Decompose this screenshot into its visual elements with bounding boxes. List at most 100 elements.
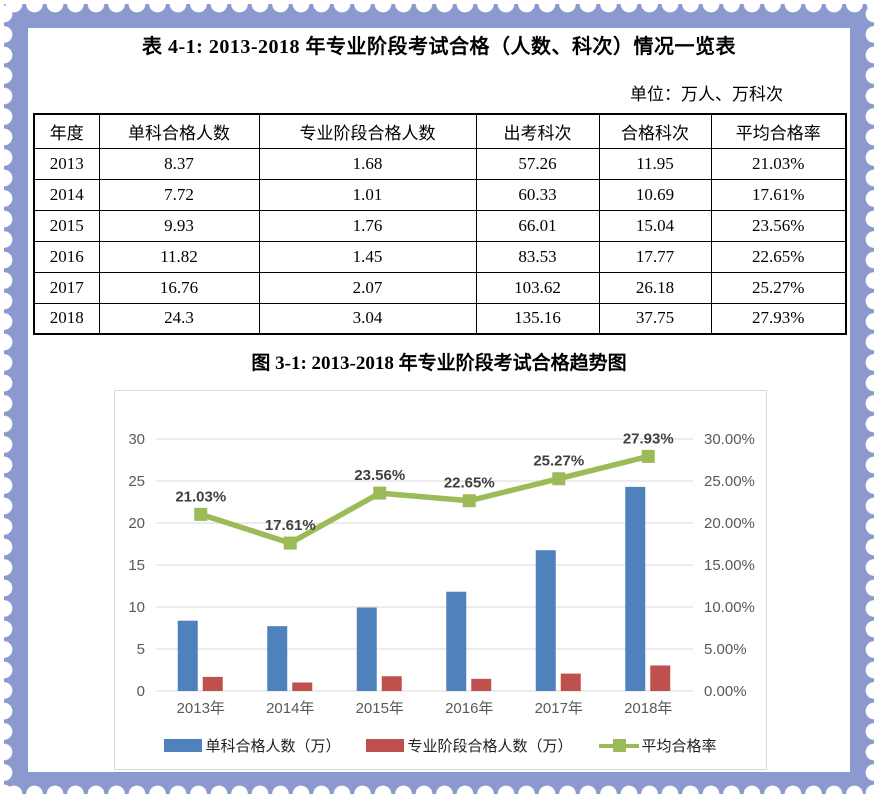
legend-bar-swatch-icon xyxy=(366,738,405,752)
table-cell: 22.65% xyxy=(710,240,847,273)
pass-rate-data-label: 17.61% xyxy=(265,517,316,534)
table-row: 2015 9.93 1.76 66.01 15.04 23.56% xyxy=(33,209,847,242)
table-header-cell: 年度 xyxy=(33,113,100,149)
line-marker xyxy=(641,449,655,463)
x-axis-label: 2018年 xyxy=(624,700,672,717)
table-cell: 10.69 xyxy=(598,178,712,211)
legend-item: 单科合格人数（万） xyxy=(164,735,340,756)
table-cell: 60.33 xyxy=(475,178,600,211)
stamp-border-scallop-top xyxy=(4,4,874,13)
stats-table-body: 2013 8.37 1.68 57.26 11.95 21.03% 2014 7.72 1.01… xyxy=(33,147,847,335)
pass-rate-line xyxy=(198,453,651,546)
bar-stage-pass xyxy=(650,665,671,691)
table-row: 2014 7.72 1.01 60.33 10.69 17.61% xyxy=(33,178,847,211)
right-axis-tick: 5.00% xyxy=(704,641,747,658)
chart-legend: 单科合格人数（万） 专业阶段合格人数（万） 平均合格率 xyxy=(115,732,766,758)
page-content: 表 4-1: 2013-2018 年专业阶段考试合格（人数、科次）情况一览表 单… xyxy=(28,28,850,772)
left-axis-tick: 15 xyxy=(128,557,145,574)
table-row: 2013 8.37 1.68 57.26 11.95 21.03% xyxy=(33,147,847,180)
right-axis-tick: 10.00% xyxy=(704,599,755,616)
right-axis-tick: 15.00% xyxy=(704,557,755,574)
left-axis-tick: 25 xyxy=(128,473,145,490)
table-cell: 2013 xyxy=(33,147,100,180)
table-cell: 135.16 xyxy=(475,302,600,335)
table-cell: 2017 xyxy=(33,271,100,304)
stats-table: 年度 单科合格人数 专业阶段合格人数 出考科次 合格科次 平均合格率 2013 8.37 1.… xyxy=(33,113,847,335)
line-marker xyxy=(373,486,387,500)
table-cell: 27.93% xyxy=(710,302,847,335)
table-cell: 23.56% xyxy=(710,209,847,242)
bar-single-subject-pass xyxy=(267,626,288,691)
line-marker xyxy=(552,472,566,486)
left-axis-tick: 10 xyxy=(128,599,145,616)
pass-rate-data-label: 25.27% xyxy=(533,453,584,470)
x-axis-label: 2017年 xyxy=(535,700,583,717)
bar-single-subject-pass xyxy=(356,607,377,691)
right-axis-tick: 25.00% xyxy=(704,473,755,490)
chart-canvas: 0 0.00% 5 5.00% 10 10.00% 15 15.00% 20 20.00% 25 25… xyxy=(115,391,766,771)
table-cell: 25.27% xyxy=(710,271,847,304)
right-axis-tick: 0.00% xyxy=(704,683,747,700)
table-cell: 26.18 xyxy=(598,271,712,304)
table-cell: 103.62 xyxy=(475,271,600,304)
x-axis-label: 2014年 xyxy=(266,700,314,717)
table-header-row: 年度 单科合格人数 专业阶段合格人数 出考科次 合格科次 平均合格率 xyxy=(33,113,847,149)
legend-marker-icon xyxy=(612,738,626,752)
left-axis-tick: 20 xyxy=(128,515,145,532)
legend-bar-swatch-icon xyxy=(164,738,203,752)
pass-rate-data-label: 22.65% xyxy=(444,475,495,492)
table-cell: 7.72 xyxy=(98,178,260,211)
x-axis-label: 2016年 xyxy=(445,700,493,717)
pass-rate-data-label: 27.93% xyxy=(623,430,674,447)
table-cell: 8.37 xyxy=(98,147,260,180)
bar-stage-pass xyxy=(381,676,402,691)
table-cell: 15.04 xyxy=(598,209,712,242)
table-cell: 2.07 xyxy=(258,271,477,304)
bar-stage-pass xyxy=(560,673,581,691)
x-axis-label: 2013年 xyxy=(177,700,225,717)
stamp-border-scallop-left xyxy=(4,4,13,794)
stamp-border-scallop-right xyxy=(865,4,874,794)
table-header-cell: 合格科次 xyxy=(598,113,712,149)
x-axis-label: 2015年 xyxy=(356,700,404,717)
line-marker xyxy=(194,507,208,521)
trend-chart-svg: 0 0.00% 5 5.00% 10 10.00% 15 15.00% 20 20.00% 25 25… xyxy=(128,430,755,717)
left-axis-tick: 5 xyxy=(137,641,145,658)
table-cell: 1.68 xyxy=(258,147,477,180)
stats-table-head: 年度 单科合格人数 专业阶段合格人数 出考科次 合格科次 平均合格率 xyxy=(33,113,847,149)
table-cell: 16.76 xyxy=(98,271,260,304)
table-cell: 24.3 xyxy=(98,302,260,335)
table-cell: 66.01 xyxy=(475,209,600,242)
table-cell: 37.75 xyxy=(598,302,712,335)
bar-single-subject-pass xyxy=(625,486,646,691)
chart-caption: 图 3-1: 2013-2018 年专业阶段考试合格趋势图 xyxy=(251,353,627,374)
legend-label: 单科合格人数（万） xyxy=(205,738,341,755)
table-cell: 11.82 xyxy=(98,240,260,273)
table-cell: 57.26 xyxy=(475,147,600,180)
table-cell: 83.53 xyxy=(475,240,600,273)
bar-stage-pass xyxy=(292,682,313,691)
table-header-cell: 单科合格人数 xyxy=(98,113,260,149)
table-cell: 2015 xyxy=(33,209,100,242)
pass-rate-data-label: 23.56% xyxy=(354,467,405,484)
table-cell: 2014 xyxy=(33,178,100,211)
table-cell: 1.76 xyxy=(258,209,477,242)
table-cell: 2016 xyxy=(33,240,100,273)
legend-label: 专业阶段合格人数（万） xyxy=(407,738,573,755)
unit-note: 单位：万人、万科次 xyxy=(630,85,783,104)
legend-line-swatch-icon xyxy=(598,738,639,752)
table-cell: 17.77 xyxy=(598,240,712,273)
bar-single-subject-pass xyxy=(177,620,198,691)
table-cell: 9.93 xyxy=(98,209,260,242)
table-cell: 17.61% xyxy=(710,178,847,211)
table-cell: 3.04 xyxy=(258,302,477,335)
table-row: 2017 16.76 2.07 103.62 26.18 25.27% xyxy=(33,271,847,304)
table-header-cell: 平均合格率 xyxy=(710,113,847,149)
right-axis-tick: 20.00% xyxy=(704,515,755,532)
legend-label: 平均合格率 xyxy=(641,738,717,755)
legend-item: 平均合格率 xyxy=(598,735,717,756)
bar-single-subject-pass xyxy=(446,591,467,691)
left-axis-tick: 0 xyxy=(137,683,145,700)
table-cell: 21.03% xyxy=(710,147,847,180)
bar-single-subject-pass xyxy=(535,550,556,691)
